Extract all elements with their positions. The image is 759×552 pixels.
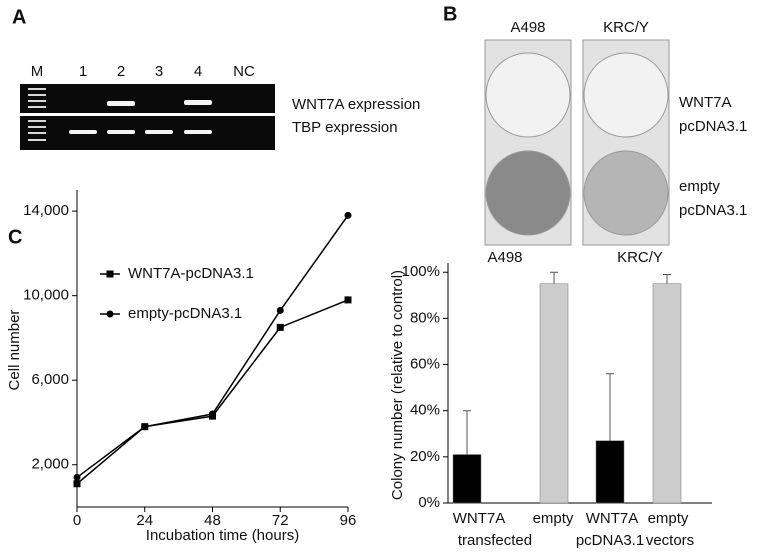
x-tick-label: empty [648,510,689,527]
gel-image [20,84,275,150]
row-label: WNT7A [679,94,732,111]
marker [276,323,284,331]
lane-label: 3 [155,63,163,80]
y-tick-label: 40% [410,402,440,419]
marker [73,480,81,488]
row-label: TBP expression [292,119,398,136]
legend-marker [106,310,114,318]
row-label: pcDNA3.1 [679,202,747,219]
x-axis-label: Incubation time (hours) [146,527,299,544]
row-label: WNT7A expression [292,96,420,113]
panel-label: C [8,226,22,248]
cell-line-label: KRC/Y [603,19,649,36]
x-tick-label: WNT7A [453,510,506,527]
plate-image [484,39,670,246]
x-sublabel: pcDNA3.1 [576,532,644,549]
legend-marker [106,270,114,278]
legend-label: empty-pcDNA3.1 [128,305,242,322]
marker [276,306,284,314]
series-line [76,299,349,485]
bar [452,454,482,504]
y-tick-label: 10,000 [23,287,69,304]
y-axis-label: Cell number [6,310,23,391]
error-bar [463,410,471,455]
marker [73,473,81,481]
error-bar [663,274,671,284]
bar [652,283,682,504]
x-tick-label: 0 [73,512,81,529]
row-label: empty [679,178,720,195]
error-bar [550,271,558,284]
y-tick-label: 60% [410,356,440,373]
lane-label: 1 [79,63,87,80]
x-tick-label: 72 [272,512,289,529]
y-tick-label: 6,000 [31,371,69,388]
group-label: A498 [487,249,522,266]
y-tick-label: 100% [402,263,440,280]
x-tick-label: 24 [136,512,153,529]
x-tick-label: empty [533,510,574,527]
series-line [76,214,349,479]
panel-label: A [12,6,26,28]
marker [209,410,216,418]
x-sublabel: vectors [646,532,694,549]
lane-label: 4 [194,63,202,80]
bar [595,440,625,504]
y-tick-label: 14,000 [23,202,69,219]
lane-label: 2 [117,63,125,80]
cell-line-label: A498 [510,19,545,36]
x-tick-label: 48 [204,512,221,529]
y-tick-label: 80% [410,309,440,326]
y-tick-label: 20% [410,448,440,465]
row-label: pcDNA3.1 [679,118,747,135]
group-label: KRC/Y [617,249,663,266]
legend-label: WNT7A-pcDNA3.1 [128,265,254,282]
error-bar [606,373,614,441]
lane-label: NC [233,63,255,80]
bar [539,283,569,504]
marker [141,423,149,431]
y-tick-label: 0% [418,494,440,511]
x-tick-label: 96 [340,512,357,529]
y-tick-label: 2,000 [31,456,69,473]
marker [344,296,352,304]
y-axis-label: Colony number (relative to control) [389,270,406,500]
marker [344,211,352,219]
lane-label: M [31,63,44,80]
x-sublabel: transfected [458,532,532,549]
panel-label: B [443,3,457,25]
x-tick-label: WNT7A [586,510,639,527]
